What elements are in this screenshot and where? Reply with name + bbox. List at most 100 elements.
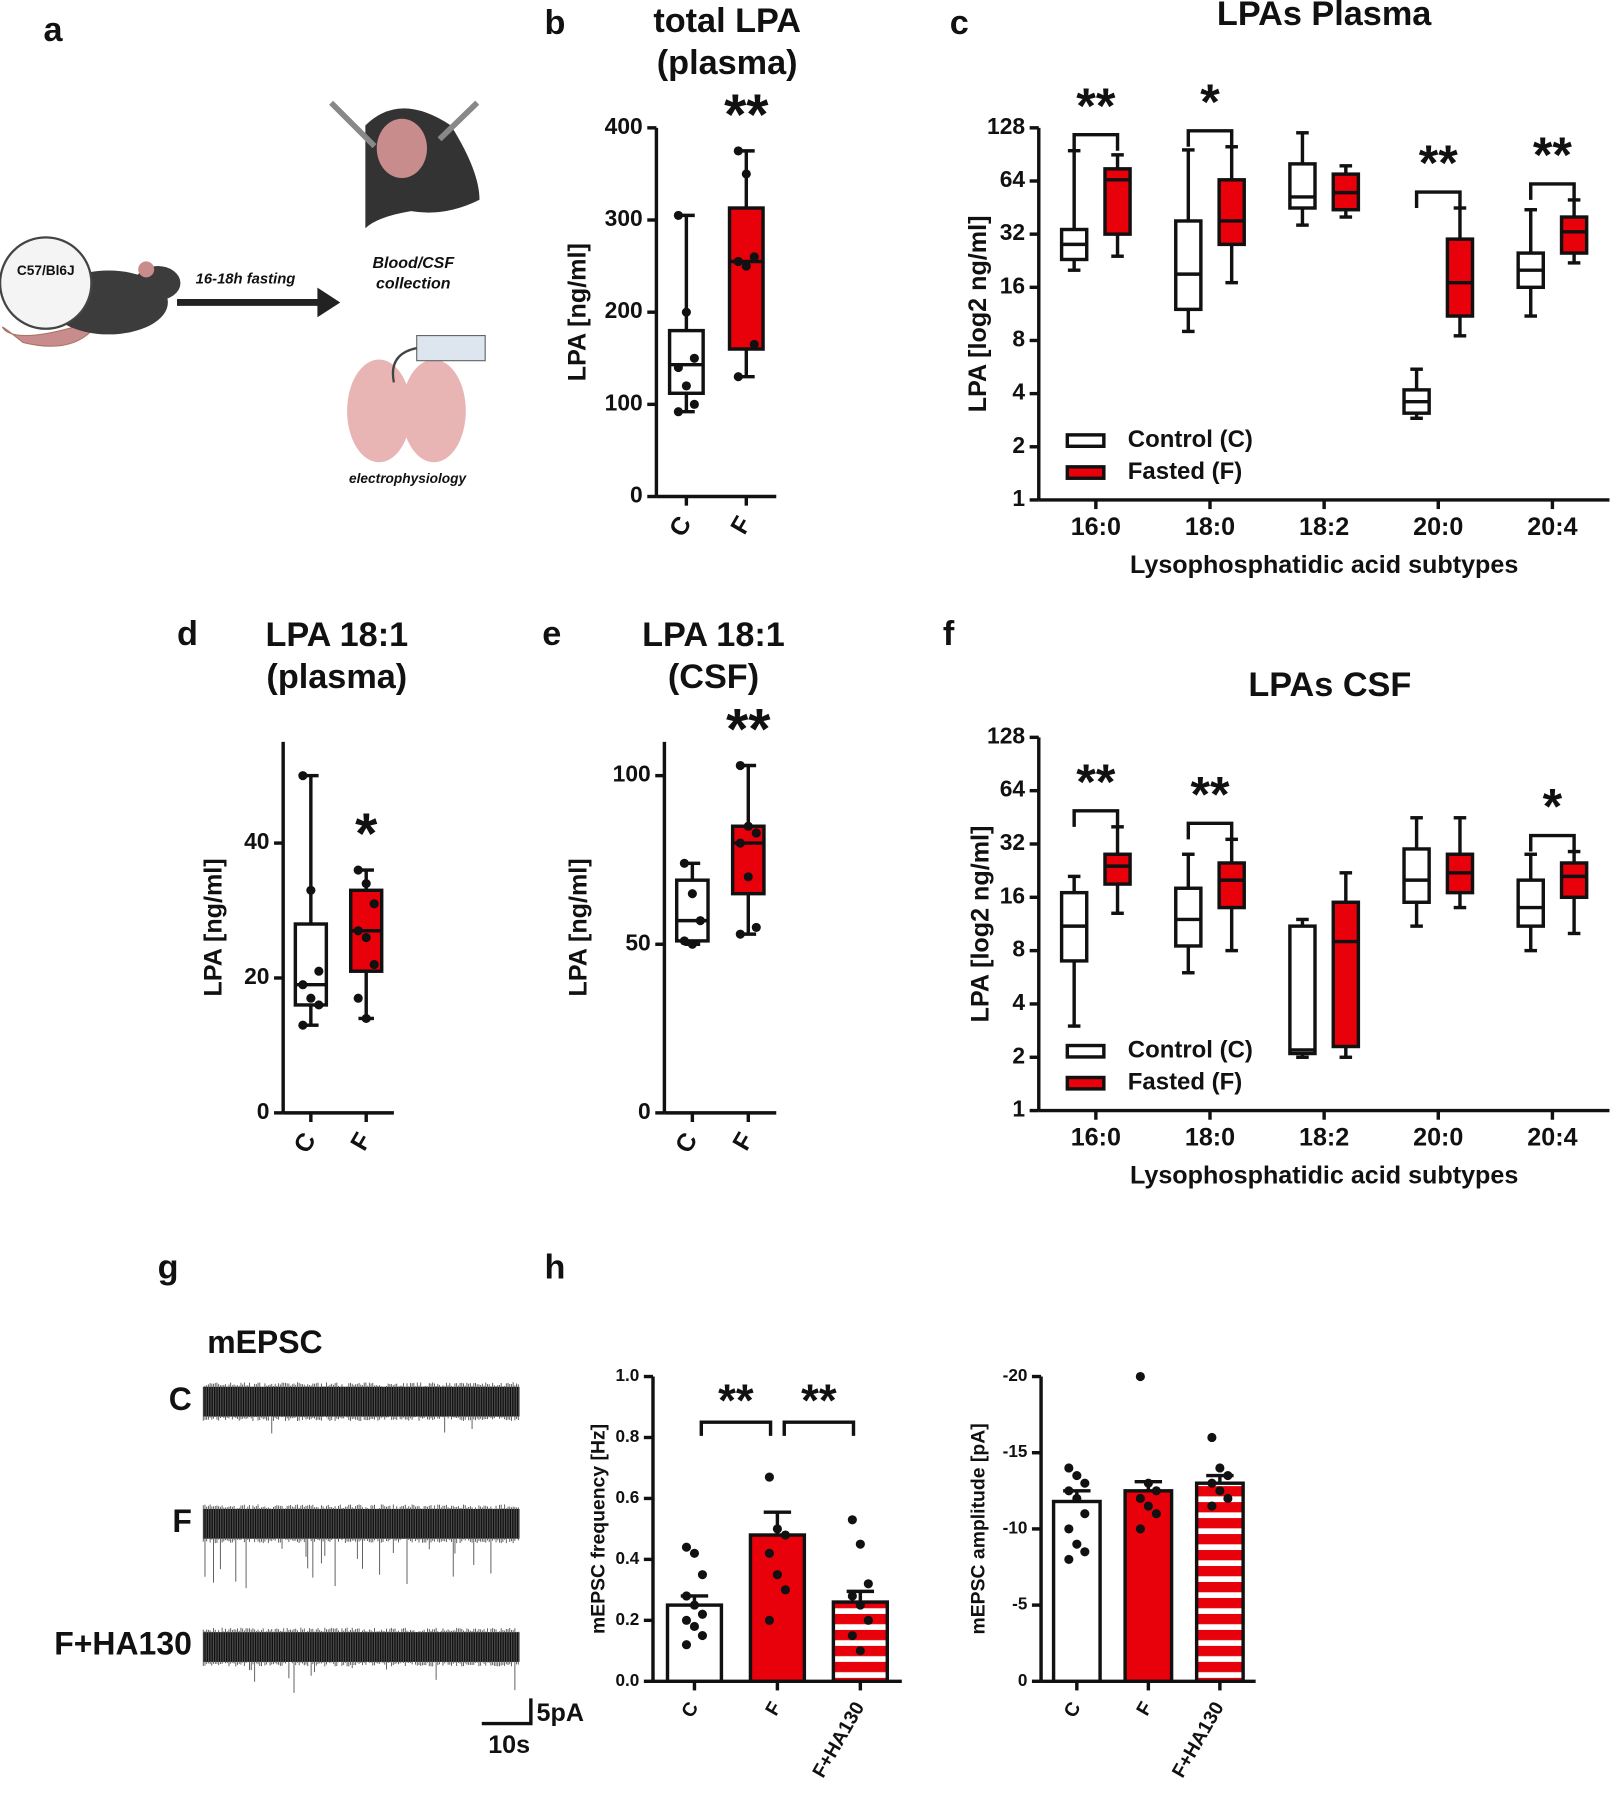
- y-tick-label: -15: [1003, 1442, 1028, 1461]
- y-tick-label: 40: [244, 828, 269, 854]
- box: [674, 878, 710, 943]
- x-tick-label: F: [761, 1698, 786, 1719]
- data-point: [1135, 1493, 1145, 1504]
- trace-noise: [202, 1627, 519, 1693]
- data-point: [749, 339, 759, 349]
- y-tick-label: 1: [1012, 485, 1025, 511]
- x-tick-label: F+HA130: [808, 1698, 869, 1781]
- data-point: [1072, 1471, 1082, 1481]
- y-tick-label: 100: [605, 389, 643, 415]
- legend-label: Control (C): [1128, 1037, 1253, 1064]
- legend-swatch: [1065, 465, 1106, 480]
- y-tick-label: 0: [638, 1098, 651, 1124]
- y-tick-label: 2: [1012, 432, 1025, 458]
- bar: [1194, 1481, 1245, 1684]
- box: [293, 922, 329, 1007]
- treatment-label: 16-18h fasting: [196, 272, 296, 288]
- y-tick-label: 0.0: [615, 1671, 639, 1690]
- data-point: [733, 146, 743, 156]
- y-tick-label: 32: [1000, 219, 1025, 245]
- data-point: [1064, 1463, 1074, 1473]
- y-tick-label: 0: [630, 482, 643, 508]
- data-point: [306, 885, 316, 895]
- panel-letter: g: [158, 1248, 179, 1286]
- chart-title: (plasma): [657, 44, 798, 82]
- y-tick-label: 200: [605, 297, 643, 323]
- trace-noise: [202, 1382, 519, 1434]
- data-point: [314, 966, 324, 976]
- illustration: [0, 100, 486, 463]
- box: [1445, 237, 1475, 318]
- data-point: [855, 1646, 865, 1656]
- data-point: [353, 926, 363, 936]
- data-point: [743, 872, 753, 882]
- significance-bracket: [1529, 182, 1576, 200]
- y-tick-label: 8: [1012, 936, 1025, 962]
- trace-label: F+HA130: [54, 1625, 192, 1661]
- data-point: [751, 828, 761, 838]
- data-point: [673, 210, 683, 220]
- data-point: [772, 1570, 782, 1580]
- data-point: [1215, 1463, 1225, 1473]
- y-tick-label: -5: [1012, 1595, 1028, 1614]
- significance-label: **: [718, 1375, 754, 1426]
- data-point: [847, 1515, 857, 1525]
- box: [1103, 852, 1132, 886]
- y-tick-label: 64: [1000, 776, 1026, 802]
- x-tick-label: C: [664, 512, 697, 542]
- y-axis-label: LPA [log2 ng/ml]: [966, 826, 994, 1023]
- data-point: [1207, 1432, 1217, 1443]
- x-tick-label: F: [727, 1128, 759, 1155]
- y-tick-label: -10: [1003, 1518, 1028, 1537]
- data-point: [1072, 1539, 1082, 1549]
- data-point: [735, 760, 745, 771]
- significance-bracket: [782, 1420, 856, 1436]
- data-point: [361, 1013, 371, 1024]
- data-point: [780, 1530, 790, 1540]
- y-tick-label: 0.8: [615, 1427, 639, 1446]
- panel-letter: a: [43, 11, 63, 49]
- box: [1559, 861, 1589, 900]
- data-point: [1064, 1524, 1074, 1534]
- data-point: [369, 959, 379, 970]
- box: [1217, 861, 1246, 910]
- x-tick-label: F+HA130: [1168, 1698, 1229, 1781]
- data-point: [687, 939, 697, 949]
- data-point: [689, 1548, 700, 1558]
- x-tick-label: C: [288, 1128, 321, 1158]
- legend-swatch: [1065, 1043, 1106, 1059]
- x-tick-label: 18:0: [1185, 1124, 1235, 1152]
- scale-bar: [481, 1698, 533, 1726]
- x-tick-label: C: [1060, 1698, 1086, 1721]
- trace-noise: [202, 1504, 519, 1589]
- data-point: [681, 1542, 692, 1552]
- y-axis-label: LPA [ng/ml]: [199, 858, 227, 996]
- x-tick-label: 20:0: [1413, 1124, 1463, 1152]
- y-tick-label: 400: [605, 113, 643, 139]
- data-point: [847, 1591, 857, 1601]
- y-axis-label: mEPSC amplitude [pA]: [968, 1423, 990, 1634]
- x-tick-label: 16:0: [1071, 513, 1121, 541]
- data-point: [741, 169, 751, 179]
- data-point: [764, 1615, 774, 1625]
- data-point: [847, 1631, 857, 1641]
- data-point: [780, 1585, 790, 1595]
- significance-bracket: [1072, 133, 1120, 151]
- panel-letter: b: [545, 4, 566, 42]
- panel-letter: d: [177, 615, 198, 653]
- y-tick-label: 300: [605, 205, 643, 231]
- data-point: [298, 771, 308, 781]
- data-point: [681, 307, 691, 317]
- y-tick-label: 0: [257, 1098, 270, 1124]
- data-point: [1064, 1554, 1074, 1564]
- data-point: [751, 922, 761, 932]
- data-point: [1135, 1371, 1145, 1382]
- bar: [665, 1603, 724, 1684]
- y-axis-label: LPA [ng/ml]: [565, 858, 593, 996]
- data-point: [697, 1609, 708, 1619]
- data-point: [679, 858, 689, 868]
- x-tick-label: C: [677, 1698, 703, 1721]
- data-point: [361, 878, 371, 889]
- scale-label: 5pA: [537, 1699, 584, 1727]
- y-tick-label: 0: [1018, 1671, 1028, 1690]
